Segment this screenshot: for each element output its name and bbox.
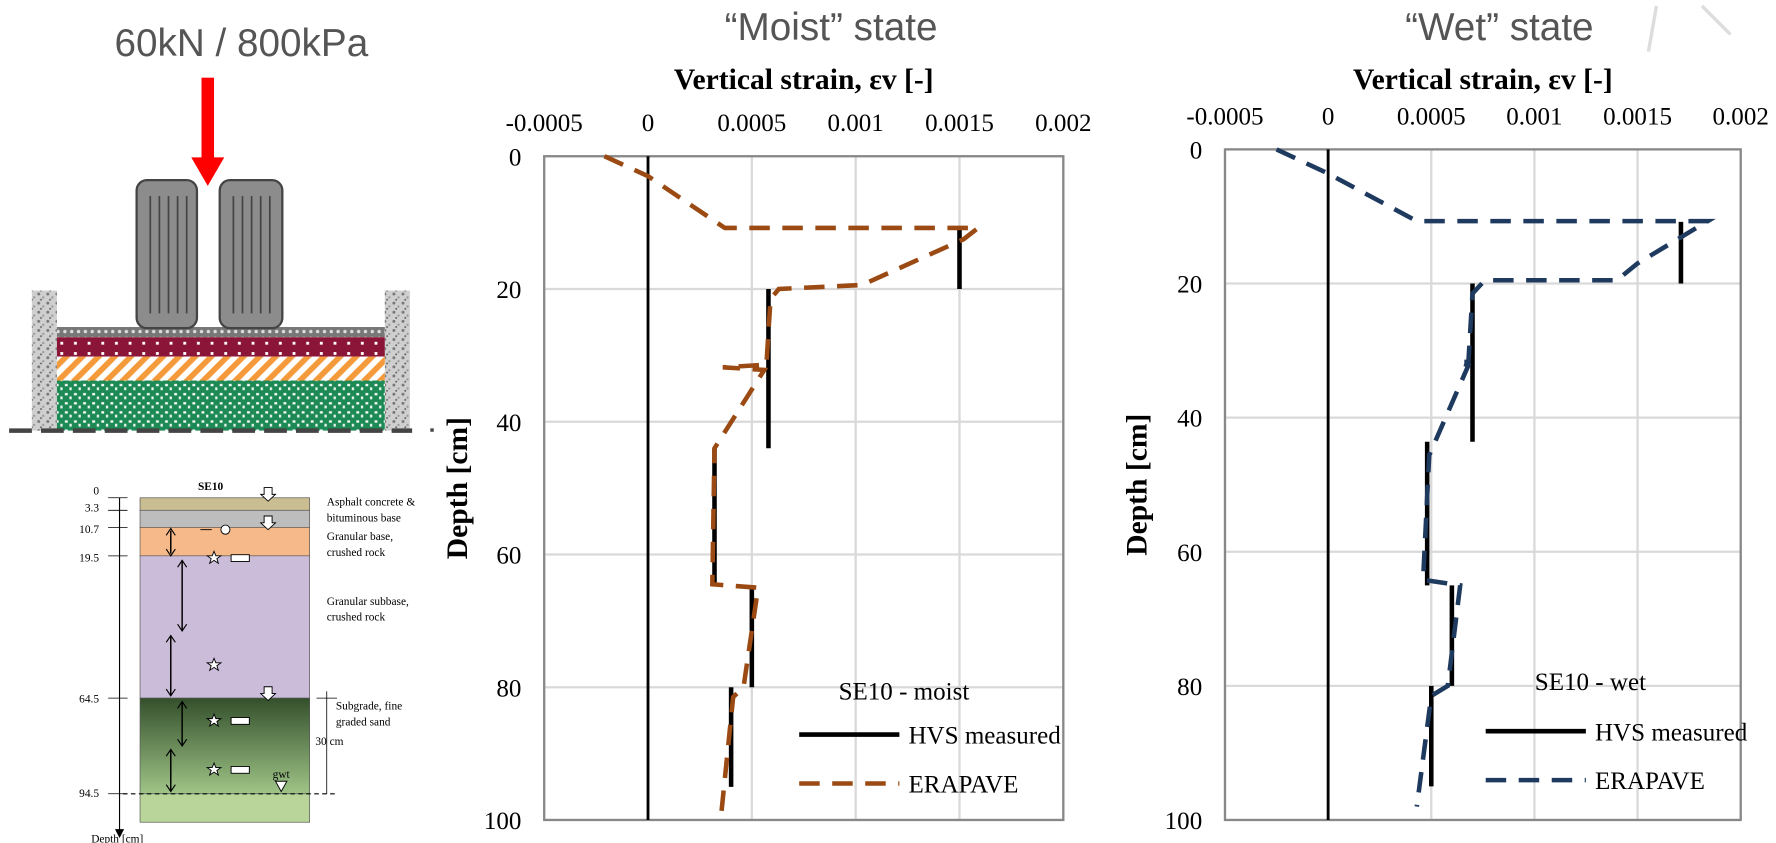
depth-label: 64.5 — [79, 694, 99, 706]
curb — [384, 290, 410, 431]
load-diagram: 60kN / 800kPa — [9, 4, 1732, 433]
surface-layer — [56, 327, 385, 338]
layer-label: crushed rock — [327, 612, 386, 624]
x-tick-label: -0.0005 — [506, 110, 583, 137]
series-line — [603, 154, 985, 821]
curb — [31, 290, 57, 431]
y-tick-label: 40 — [496, 410, 521, 437]
thickness-bracket — [316, 691, 337, 794]
depth-label: 19.5 — [79, 553, 99, 565]
y-tick-label: 80 — [496, 675, 521, 702]
y-tick-label: 60 — [496, 543, 521, 570]
thickness-label: 30 cm — [315, 736, 343, 748]
layer-label: crushed rock — [327, 547, 386, 559]
stars — [205, 550, 223, 777]
legend-title: SE10 - wet — [1535, 669, 1646, 696]
chart: “Moist” state Vertical strain, εv [-] Dept… — [442, 6, 1092, 835]
x-tick-label: 0.001 — [828, 110, 884, 137]
x-tick-label: 0 — [1322, 103, 1335, 130]
load-arrow — [201, 77, 215, 160]
layer-label: graded sand — [336, 716, 391, 728]
depth-ticks — [108, 497, 128, 795]
asphalt-layer — [56, 337, 385, 357]
gauge-arrows — [165, 527, 188, 793]
subbase-layer — [56, 380, 385, 431]
water-table-label: gwt — [273, 769, 291, 781]
y-axis-label: Depth [cm] — [442, 417, 474, 559]
layer-label: Asphalt concrete & — [327, 497, 416, 509]
x-axis-label: Vertical strain, εv [-] — [674, 64, 934, 96]
legend-label: ERAPAVE — [908, 772, 1018, 799]
plot-frame — [1223, 148, 1742, 822]
series-line — [1424, 221, 1684, 787]
gauge-spans — [170, 530, 183, 792]
legend-label: ERAPAVE — [1595, 768, 1705, 795]
x-tick-label: 0.001 — [1506, 103, 1562, 130]
layer-label: Subgrade, fine — [336, 701, 402, 713]
x-tick-label: 0.0005 — [717, 110, 786, 137]
layer-label: Granular subbase, — [327, 596, 409, 608]
x-tick-label: 0 — [642, 110, 655, 137]
depth-axis-label: Depth [cm] — [91, 834, 143, 843]
x-tick-label: 0.0015 — [925, 110, 994, 137]
y-tick-label: 0 — [1190, 138, 1203, 165]
y-tick-label: 20 — [1177, 272, 1202, 299]
x-tick-label: 0.0015 — [1603, 103, 1672, 130]
y-axis-label: Depth [cm] — [1121, 414, 1153, 556]
layer — [139, 497, 311, 511]
x-tick-label: 0.002 — [1713, 103, 1769, 130]
x-tick-label: 0.002 — [1035, 110, 1091, 137]
chart-title: “Moist” state — [725, 6, 938, 49]
y-tick-label: 100 — [484, 808, 522, 835]
x-tick-label: -0.0005 — [1186, 103, 1263, 130]
tyre — [218, 179, 284, 330]
load-arrow-head — [191, 157, 225, 186]
layer — [139, 555, 311, 699]
layer-profile: SE10 0 3.3 10.7 19.5 64.5 94.5 Depth [cm… — [79, 481, 415, 843]
legend-label: HVS measured — [1595, 719, 1748, 746]
depth-label: 10.7 — [79, 524, 99, 536]
depth-label: 3.3 — [85, 502, 100, 514]
chart-title: “Wet” state — [1405, 6, 1593, 49]
depth-label: 0 — [93, 485, 99, 497]
profile-title: SE10 — [198, 481, 224, 493]
y-tick-label: 40 — [1177, 406, 1202, 433]
y-tick-label: 20 — [496, 277, 521, 304]
layer-label: bituminous base — [327, 513, 401, 525]
y-tick-label: 100 — [1165, 808, 1203, 835]
depth-label: 94.5 — [79, 788, 99, 800]
y-tick-label: 80 — [1177, 674, 1202, 701]
plot-frame — [543, 155, 1065, 822]
legend-label: HVS measured — [908, 723, 1061, 750]
layer — [139, 793, 311, 823]
layer-label: Granular base, — [327, 531, 393, 543]
y-tick-label: 0 — [509, 144, 522, 171]
dot — [430, 428, 434, 432]
x-tick-label: 0.0005 — [1397, 103, 1466, 130]
x-axis-label: Vertical strain, εv [-] — [1353, 64, 1613, 96]
base-layer — [56, 356, 385, 381]
series-line — [1275, 147, 1716, 807]
depth-axis-arrow — [114, 829, 125, 839]
load-label: 60kN / 800kPa — [114, 22, 368, 65]
decoration — [1646, 4, 1732, 52]
sensors — [200, 487, 288, 793]
legend-title: SE10 - moist — [839, 678, 970, 705]
chart: “Wet” state Vertical strain, εv [-] Depth … — [1121, 6, 1768, 835]
layer — [139, 697, 311, 795]
tyre — [135, 179, 199, 330]
y-tick-label: 60 — [1177, 540, 1202, 567]
